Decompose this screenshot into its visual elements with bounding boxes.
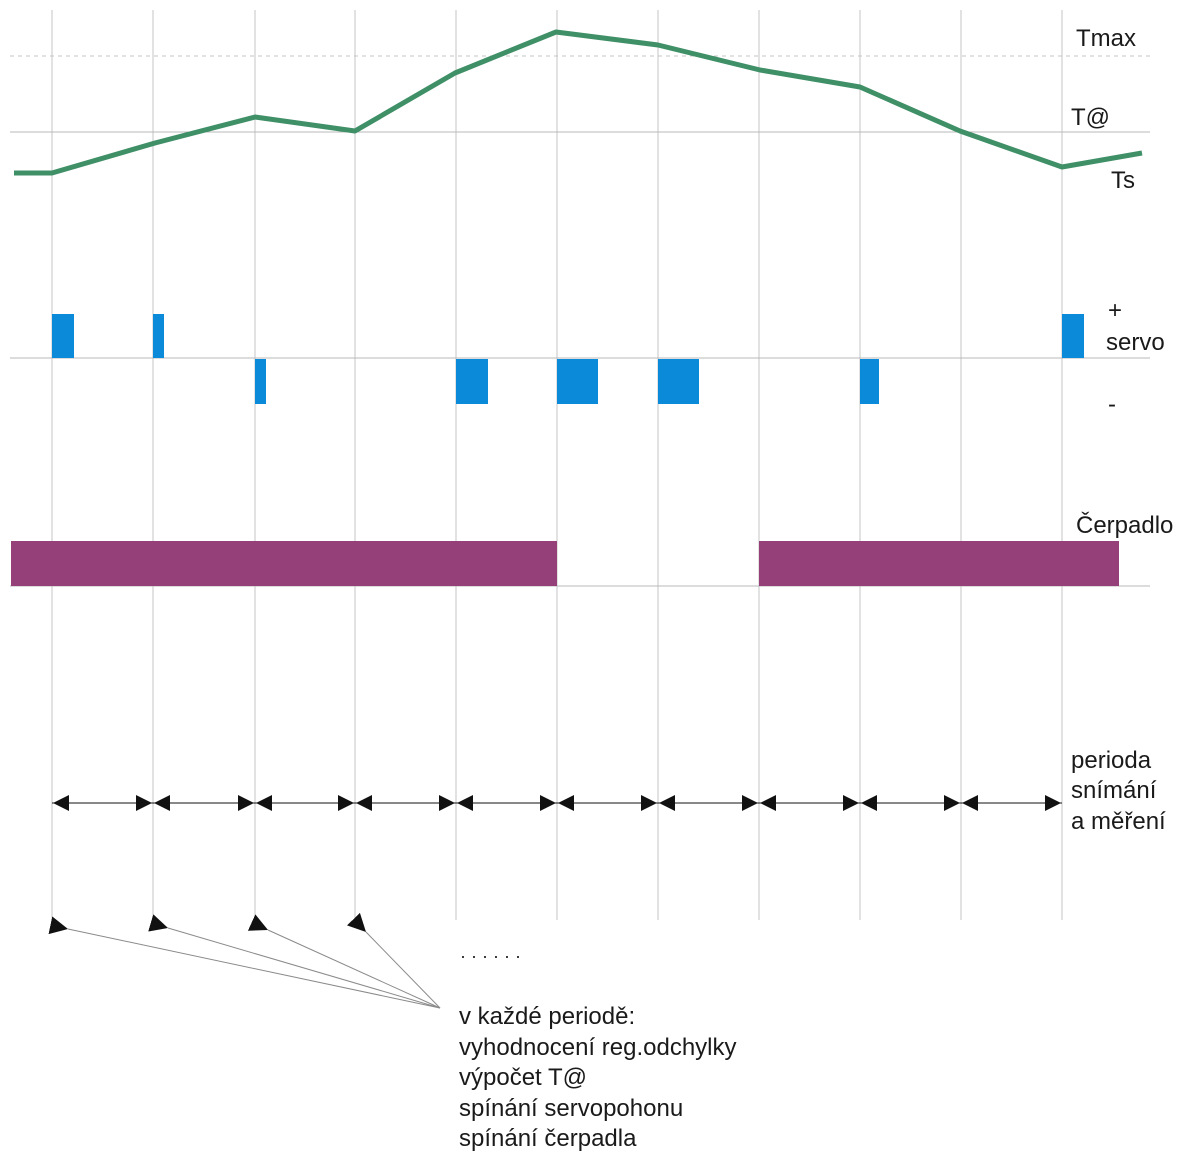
period-label-line: perioda <box>1071 747 1152 774</box>
period-arrow-right <box>641 795 657 811</box>
period-arrow-left <box>256 795 272 811</box>
note-line: spínání servopohonu <box>459 1095 683 1122</box>
ts-label: Ts <box>1111 167 1135 194</box>
pump-bars <box>11 541 1119 586</box>
servo-plus-label: + <box>1108 297 1122 324</box>
pump-on-bar <box>759 541 1119 586</box>
period-arrow-right <box>1045 795 1061 811</box>
period-arrow-left <box>356 795 372 811</box>
note-line: v každé periodě: <box>459 1003 635 1030</box>
period-arrow-left <box>861 795 877 811</box>
period-arrow-left <box>760 795 776 811</box>
period-arrow-right <box>843 795 859 811</box>
servo-plus-pulse <box>153 314 164 358</box>
servo-minus-pulse <box>860 359 879 404</box>
period-grid <box>51 10 1063 920</box>
pointer-arrow <box>148 914 441 1009</box>
period-label-line: snímání <box>1071 777 1157 804</box>
period-arrow-right <box>238 795 254 811</box>
note-line: spínání čerpadla <box>459 1125 637 1152</box>
period-arrow-left <box>558 795 574 811</box>
servo-plus-pulse <box>52 314 74 358</box>
pointer-arrows <box>48 912 441 1009</box>
pointer-arrow <box>48 916 441 1009</box>
t-at-label: T@ <box>1071 104 1110 131</box>
servo-minus-pulse <box>557 359 598 404</box>
period-arrow-right <box>944 795 960 811</box>
period-arrows <box>52 795 1062 811</box>
period-arrow-right <box>439 795 455 811</box>
pump-on-bar <box>11 541 557 586</box>
temperature-curve <box>14 29 1143 176</box>
period-arrow-left <box>962 795 978 811</box>
tmax-label: Tmax <box>1076 25 1136 52</box>
servo-minus-pulse <box>658 359 699 404</box>
ellipsis-dots: · · · · · · <box>460 946 521 966</box>
period-arrow-right <box>742 795 758 811</box>
period-arrow-left <box>457 795 473 811</box>
period-arrow-right <box>338 795 354 811</box>
servo-plus-pulse <box>1062 314 1084 358</box>
pump-label: Čerpadlo <box>1076 511 1173 539</box>
period-arrow-left <box>154 795 170 811</box>
period-label-line: a měření <box>1071 808 1166 835</box>
period-arrow-left <box>659 795 675 811</box>
servo-label: servo <box>1106 329 1165 356</box>
period-arrow-right <box>136 795 152 811</box>
servo-minus-pulse <box>255 359 266 404</box>
period-arrow-right <box>540 795 556 811</box>
servo-pulses <box>52 314 1084 404</box>
note-line: výpočet T@ <box>459 1064 587 1091</box>
period-arrow-left <box>53 795 69 811</box>
servo-minus-pulse <box>456 359 488 404</box>
note-line: vyhodnocení reg.odchylky <box>459 1034 737 1061</box>
pointer-arrow <box>346 912 441 1009</box>
servo-minus-label: - <box>1108 391 1116 418</box>
pointer-arrow <box>247 914 441 1009</box>
